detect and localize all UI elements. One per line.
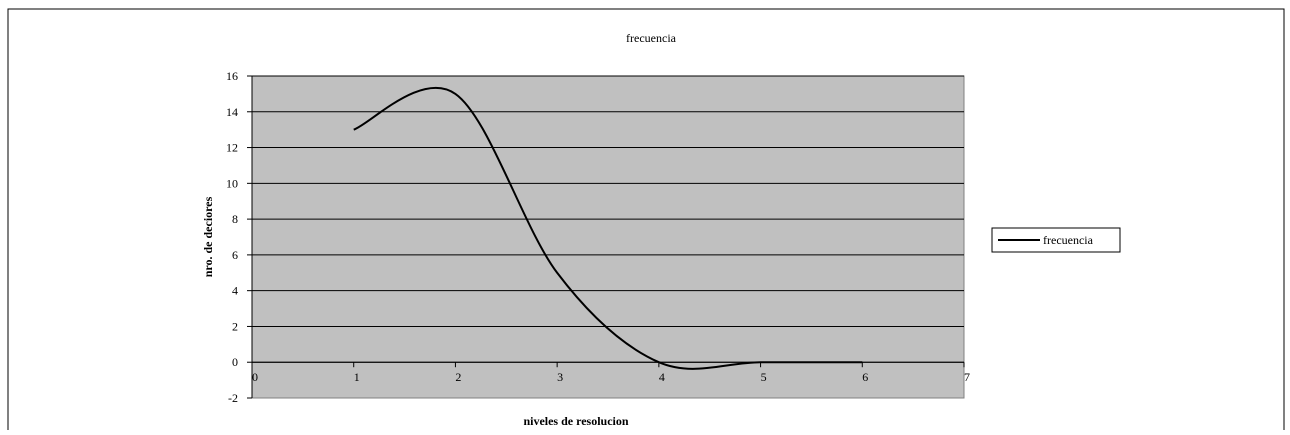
x-tick-label: 5 bbox=[761, 370, 767, 384]
x-tick-label: 4 bbox=[659, 370, 665, 384]
y-tick-label: 8 bbox=[232, 212, 238, 226]
series-lines bbox=[353, 86, 863, 370]
x-tick-label: 0 bbox=[252, 370, 258, 384]
x-axis-label: niveles de resolucion bbox=[523, 414, 628, 428]
x-tick-label: 1 bbox=[354, 370, 360, 384]
y-tick-label: 4 bbox=[232, 284, 238, 298]
x-tick-label: 6 bbox=[862, 370, 868, 384]
chart-title: frecuencia bbox=[626, 31, 677, 45]
x-tick-label: 7 bbox=[964, 370, 970, 384]
legend-label: frecuencia bbox=[1043, 233, 1094, 247]
x-tick-label: 3 bbox=[557, 370, 563, 384]
y-tick-label: 16 bbox=[226, 69, 238, 83]
y-tick-label: 14 bbox=[226, 105, 238, 119]
y-tick-label: 6 bbox=[232, 248, 238, 262]
y-axis-label: nro. de deciores bbox=[201, 196, 215, 277]
legend: frecuencia bbox=[991, 227, 1121, 253]
y-tick-label: 0 bbox=[232, 355, 238, 369]
series-line bbox=[353, 86, 863, 370]
y-tick-label: 10 bbox=[226, 176, 238, 190]
y-tick-label: 2 bbox=[232, 319, 238, 333]
y-tick-label: 12 bbox=[226, 141, 238, 155]
x-tick-label: 2 bbox=[455, 370, 461, 384]
y-tick-label: -2 bbox=[228, 391, 238, 405]
plot-area bbox=[251, 75, 965, 399]
